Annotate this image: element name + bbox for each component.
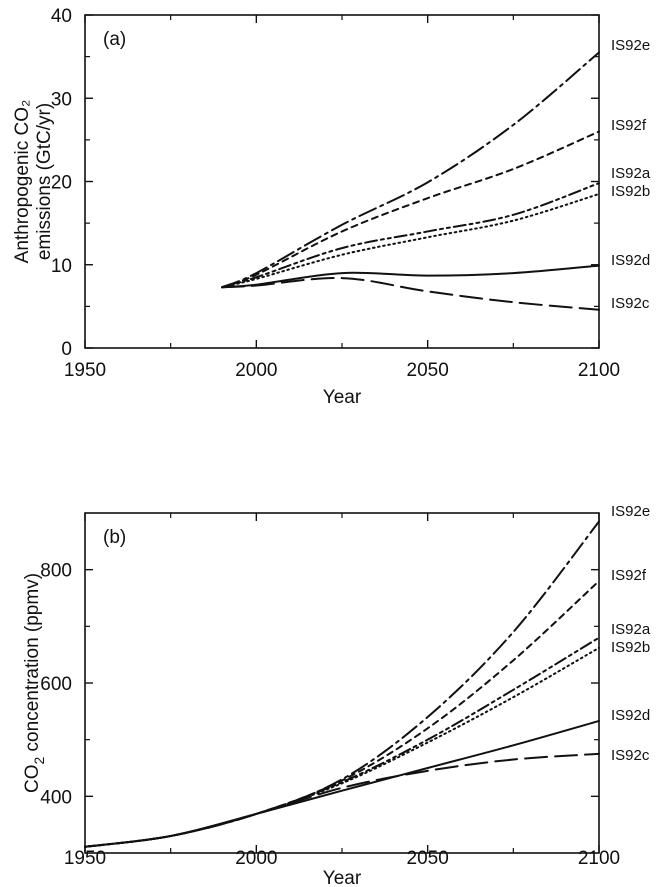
x-axis-title: Year <box>323 868 362 887</box>
x-tick-label: 1950 <box>64 848 106 869</box>
y-tick-label: 800 <box>40 561 72 582</box>
series-line-is92b <box>221 192 600 289</box>
y-axis-title-line: Anthropogenic CO₂ <box>12 100 33 264</box>
series-line-is92f <box>84 580 600 848</box>
y-tick-label: 10 <box>51 256 72 277</box>
series-label-is92a: IS92a <box>611 621 651 638</box>
series-line-is92f <box>221 130 600 289</box>
x-tick-label: 2100 <box>578 360 620 381</box>
x-tick-label: 2100 <box>578 848 620 869</box>
x-tick-label: 2000 <box>235 360 277 381</box>
y-tick-label: 400 <box>40 787 72 808</box>
panel-label: (b) <box>103 527 126 548</box>
panel-a-emissions: 1950 2000 2050 2100 0 10 20 30 40 Year Anthropogen… <box>12 6 651 408</box>
series-label-is92e: IS92e <box>611 37 650 54</box>
x-tick-label: 1950 <box>64 360 106 381</box>
series-label-is92c: IS92c <box>611 747 650 764</box>
y-tick-label: 0 <box>61 339 72 360</box>
y-tick-label: 40 <box>51 6 72 27</box>
series-line-is92d <box>84 719 600 848</box>
series-label-is92d: IS92d <box>611 252 650 269</box>
series-line-is92c <box>84 752 600 848</box>
series-line-is92c <box>221 277 600 311</box>
series-label-is92a: IS92a <box>611 165 651 182</box>
series-label-is92e: IS92e <box>611 503 650 520</box>
y-axis-title-line: emissions (GtC/yr) <box>34 103 55 260</box>
series-label-is92b: IS92b <box>611 639 650 656</box>
x-axis-title: Year <box>323 387 362 408</box>
x-tick-label: 2000 <box>235 848 277 869</box>
series-line-is92b <box>84 646 600 848</box>
series-line-is92a <box>221 182 600 289</box>
y-tick-label: 20 <box>51 173 72 194</box>
plot-frame <box>84 512 600 854</box>
series-line-is92e <box>84 520 600 848</box>
panel-b-concentration: 1950 2000 2050 2100 400 600 800 Year CO2 concent… <box>22 503 651 887</box>
series-label-is92f: IS92f <box>611 117 647 134</box>
y-tick-label: 600 <box>40 674 72 695</box>
x-tick-label: 2050 <box>407 360 449 381</box>
y-tick-label: 30 <box>51 89 72 110</box>
y-axis-title: CO2 concentration (ppmv) <box>22 573 47 793</box>
series-label-is92c: IS92c <box>611 295 650 312</box>
x-tick-label: 2050 <box>407 848 449 869</box>
series-label-is92f: IS92f <box>611 567 647 584</box>
plot-frame <box>84 14 600 349</box>
series-label-is92d: IS92d <box>611 707 650 724</box>
series-line-is92e <box>221 51 600 289</box>
panel-label: (a) <box>103 29 126 50</box>
series-label-is92b: IS92b <box>611 183 650 200</box>
